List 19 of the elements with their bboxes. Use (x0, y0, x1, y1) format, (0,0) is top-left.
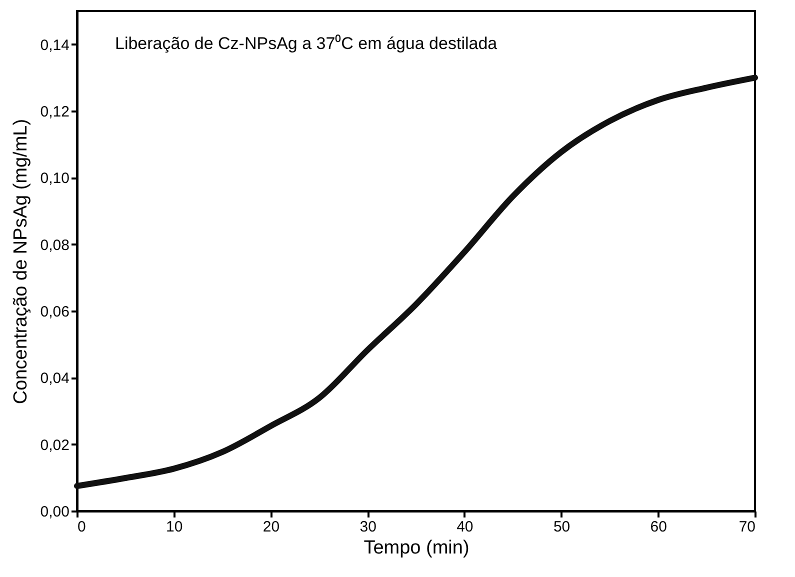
y-tick-label: 0,04 (40, 370, 70, 388)
annotation: Liberação de Cz-NPsAg a 37⁰C em água destilada (115, 34, 498, 53)
y-axis-title: Concentração de NPsAg (mg/mL) (10, 118, 32, 404)
x-axis-title: Tempo (min) (364, 538, 470, 558)
y-tick-label: 0,12 (40, 104, 70, 120)
x-tick-label: 20 (262, 518, 280, 536)
x-tick-label: 60 (650, 518, 667, 536)
y-tick-label: 0,08 (40, 236, 70, 254)
x-tick-label: 40 (456, 518, 474, 536)
y-tick-label: 0,06 (40, 304, 70, 320)
x-tick-label: 30 (360, 518, 376, 536)
x-tick-label: 70 (738, 518, 756, 536)
x-tick-label: 0 (78, 518, 86, 536)
y-tick-label: 0,00 (40, 504, 70, 520)
y-tick-label: 0,10 (40, 170, 70, 188)
y-tick-label: 0,02 (40, 436, 70, 454)
x-tick-label: 50 (553, 518, 570, 536)
x-tick-label: 10 (166, 518, 183, 536)
y-tick-label: 0,14 (40, 36, 70, 54)
